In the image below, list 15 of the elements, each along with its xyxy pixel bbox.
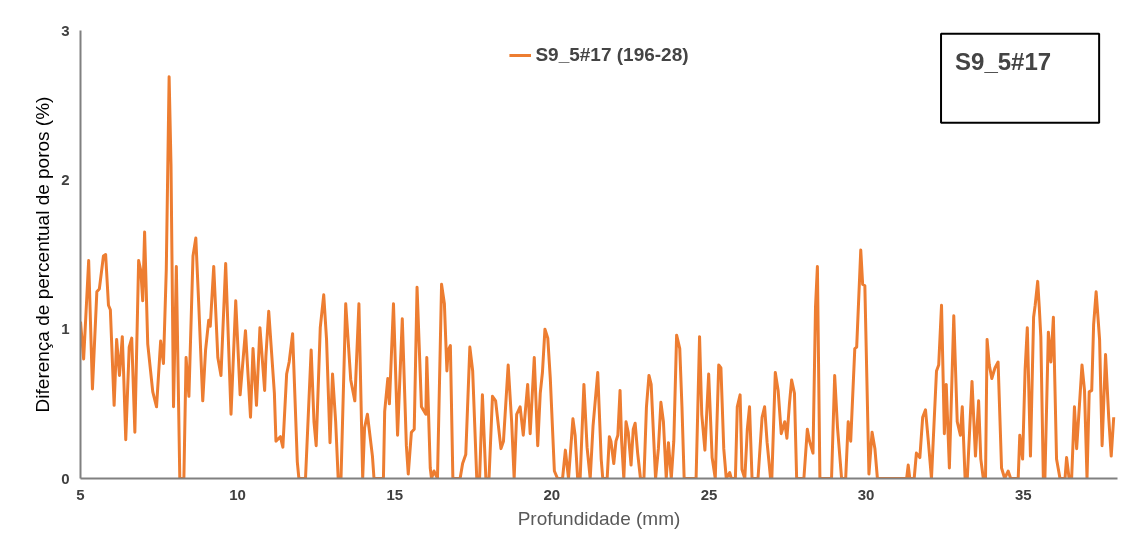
y-tick-label: 1 (61, 320, 70, 338)
y-tick-label: 0 (61, 469, 70, 487)
y-axis-title: Diferença de percentual de poros (%) (32, 96, 54, 413)
legend-label: S9_5#17 (196-28) (535, 44, 689, 66)
x-tick-label: 30 (857, 485, 875, 503)
y-tick-label: 3 (61, 21, 70, 39)
y-tick-label: 2 (61, 170, 70, 188)
x-tick-label: 25 (700, 485, 718, 503)
x-axis-title: Profundidade (mm) (517, 507, 681, 529)
x-tick-label: 35 (1014, 485, 1032, 503)
annotation: S9_5#17 (955, 47, 1052, 75)
x-tick-label: 20 (543, 485, 561, 503)
x-tick-label: 5 (76, 485, 85, 503)
x-tick-label: 15 (386, 485, 404, 503)
x-tick-label: 10 (229, 485, 246, 503)
